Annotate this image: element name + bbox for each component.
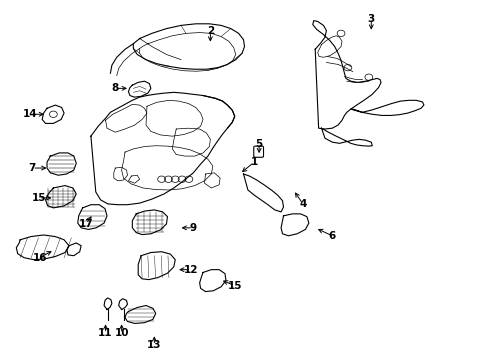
Text: 2: 2 [206, 26, 214, 36]
Text: 15: 15 [31, 193, 46, 203]
Text: 10: 10 [114, 328, 129, 338]
Text: 4: 4 [299, 199, 306, 209]
Text: 8: 8 [111, 84, 119, 93]
Text: 12: 12 [183, 265, 198, 275]
Text: 5: 5 [255, 139, 262, 149]
Text: 3: 3 [367, 14, 374, 24]
Text: 6: 6 [328, 231, 335, 241]
Text: 16: 16 [32, 253, 47, 263]
Text: 1: 1 [250, 157, 257, 167]
Text: 14: 14 [22, 109, 37, 119]
Text: 15: 15 [227, 280, 242, 291]
Text: 17: 17 [79, 219, 93, 229]
Text: 9: 9 [189, 223, 197, 233]
Text: 11: 11 [98, 328, 113, 338]
Text: 7: 7 [29, 163, 36, 173]
Text: 13: 13 [147, 340, 161, 350]
